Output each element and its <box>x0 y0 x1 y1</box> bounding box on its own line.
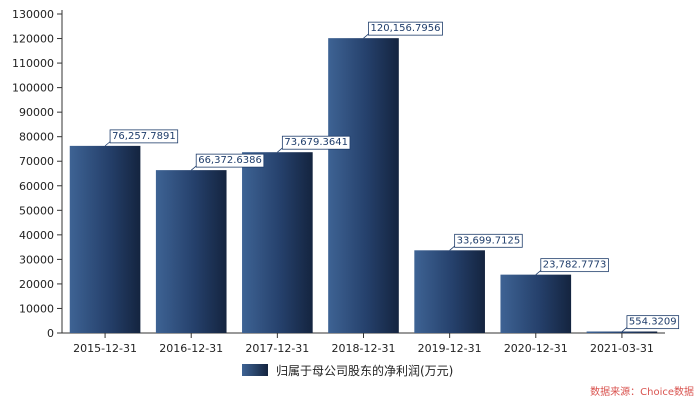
y-tick-label: 20000 <box>19 278 54 291</box>
data-label: 554.3209 <box>629 317 677 328</box>
y-tick-label: 70000 <box>19 155 54 168</box>
bar <box>69 145 141 333</box>
x-tick-label: 2016-12-31 <box>159 342 223 355</box>
x-tick-label: 2019-12-31 <box>418 342 482 355</box>
legend: 归属于母公司股东的净利润(万元) <box>242 363 453 378</box>
data-label: 73,679.3641 <box>284 137 348 148</box>
bar <box>155 170 227 333</box>
y-tick-label: 90000 <box>19 106 54 119</box>
data-label: 66,372.6386 <box>198 155 262 166</box>
x-tick-label: 2020-12-31 <box>504 342 568 355</box>
data-label: 76,257.7891 <box>112 131 176 142</box>
y-tick-label: 50000 <box>19 204 54 217</box>
data-label-box <box>454 233 523 248</box>
source-note: 数据来源：Choice数据 <box>590 385 694 398</box>
data-label-box <box>281 135 351 150</box>
data-label-box <box>368 21 443 36</box>
y-tick-label: 80000 <box>19 131 54 144</box>
data-label: 33,699.7125 <box>457 235 521 246</box>
data-label-box <box>540 258 609 273</box>
y-axis: 0 10000 20000 30000 40000 50000 60000 70000 8000… <box>12 8 63 340</box>
bar <box>328 38 399 333</box>
x-tick-label: 2018-12-31 <box>332 342 396 355</box>
data-label-box <box>109 129 179 144</box>
legend-label: 归属于母公司股东的净利润(万元) <box>276 363 453 378</box>
y-tick-label: 100000 <box>12 82 54 95</box>
x-tick-label: 2021-03-31 <box>590 342 654 355</box>
data-labels: 76,257.7891 66,372.6386 73,679.3641 120,156… <box>104 21 680 332</box>
x-axis: 2015-12-31 2016-12-31 2017-12-31 2018-12-31… <box>62 332 665 355</box>
y-tick-label: 60000 <box>19 180 54 193</box>
y-tick-label: 120000 <box>12 33 54 46</box>
data-label: 23,782.7773 <box>543 260 607 271</box>
data-label-box <box>195 153 265 168</box>
y-tick-label: 40000 <box>19 229 54 242</box>
y-tick-label: 110000 <box>12 57 54 70</box>
y-tick-label: 130000 <box>12 8 54 21</box>
data-label-box <box>626 315 680 330</box>
y-tick-label: 0 <box>47 327 54 340</box>
bar <box>242 152 313 333</box>
bars <box>69 38 658 333</box>
legend-swatch <box>242 364 268 376</box>
data-label: 120,156.7956 <box>371 23 441 34</box>
y-tick-label: 10000 <box>19 302 54 315</box>
bar <box>586 331 658 333</box>
x-tick-label: 2015-12-31 <box>73 342 137 355</box>
x-tick-label: 2017-12-31 <box>245 342 309 355</box>
y-tick-label: 30000 <box>19 253 54 266</box>
bar <box>414 250 485 333</box>
bar <box>500 274 572 333</box>
